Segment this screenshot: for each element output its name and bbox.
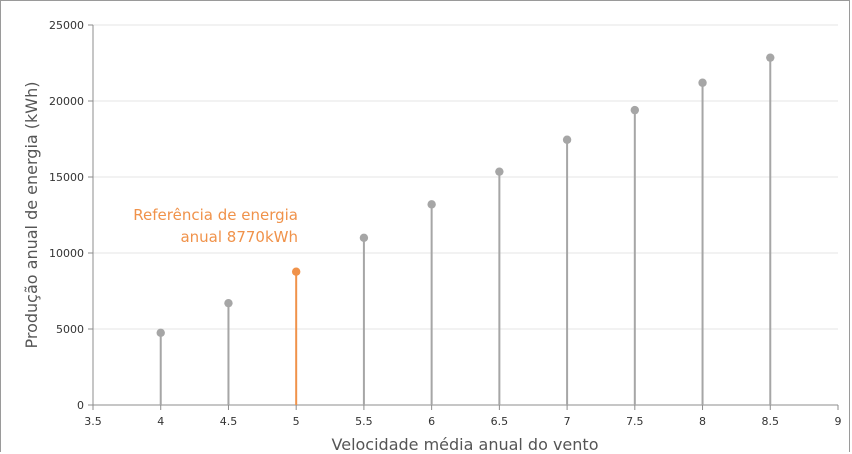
x-tick-label-4.5: 4.5: [220, 415, 238, 428]
data-point-x-8: [698, 78, 707, 87]
x-tick-labels: 3.5 4 4.5 5 5.5 6 6.5 7 7.5 8 8.5 9: [84, 415, 841, 428]
data-points: [156, 53, 775, 337]
y-tick-label-10000: 10000: [49, 247, 84, 260]
grid-lines: [93, 24, 838, 330]
annotation-line-2: anual 8770kWh: [180, 228, 298, 246]
x-axis-title: Velocidade média anual do vento: [332, 435, 599, 454]
data-point-x-5: [291, 267, 301, 276]
x-tick-label-8: 8: [699, 415, 706, 428]
x-tick-label-7.5: 7.5: [626, 415, 644, 428]
data-point-x-4: [156, 328, 165, 337]
data-point-x-5.5: [359, 233, 369, 242]
data-point-x-4.5: [224, 298, 233, 308]
x-tick-label-7: 7: [564, 415, 571, 428]
y-tick-labels: 0 5000 10000 15000 20000 25000: [49, 19, 84, 412]
y-tick-label-5000: 5000: [56, 323, 84, 336]
x-tick-label-5: 5: [293, 415, 300, 428]
y-tick-label-25000: 25000: [49, 19, 84, 32]
y-axis-title: Produção anual de energia (kWh): [22, 82, 41, 349]
data-point-x-8.5: [766, 53, 775, 62]
x-tick-label-4: 4: [157, 415, 164, 428]
x-tick-label-6.5: 6.5: [491, 415, 509, 428]
x-tick-label-3.5: 3.5: [84, 415, 102, 428]
y-tick-label-15000: 15000: [49, 171, 84, 184]
axes: [88, 24, 839, 410]
x-tick-label-5.5: 5.5: [355, 415, 373, 428]
data-point-x-6: [427, 200, 436, 209]
x-tick-label-9: 9: [835, 415, 842, 428]
y-tick-label-0: 0: [77, 399, 84, 412]
annotation-line-1: Referência de energia: [133, 206, 298, 224]
lollipop-stems: [159, 57, 772, 405]
x-tick-label-6: 6: [428, 415, 435, 428]
data-point-x-6.5: [495, 167, 504, 176]
x-tick-label-8.5: 8.5: [762, 415, 780, 428]
data-point-x-7: [562, 135, 572, 144]
y-tick-label-20000: 20000: [49, 95, 84, 108]
data-point-x-7.5: [630, 105, 640, 115]
